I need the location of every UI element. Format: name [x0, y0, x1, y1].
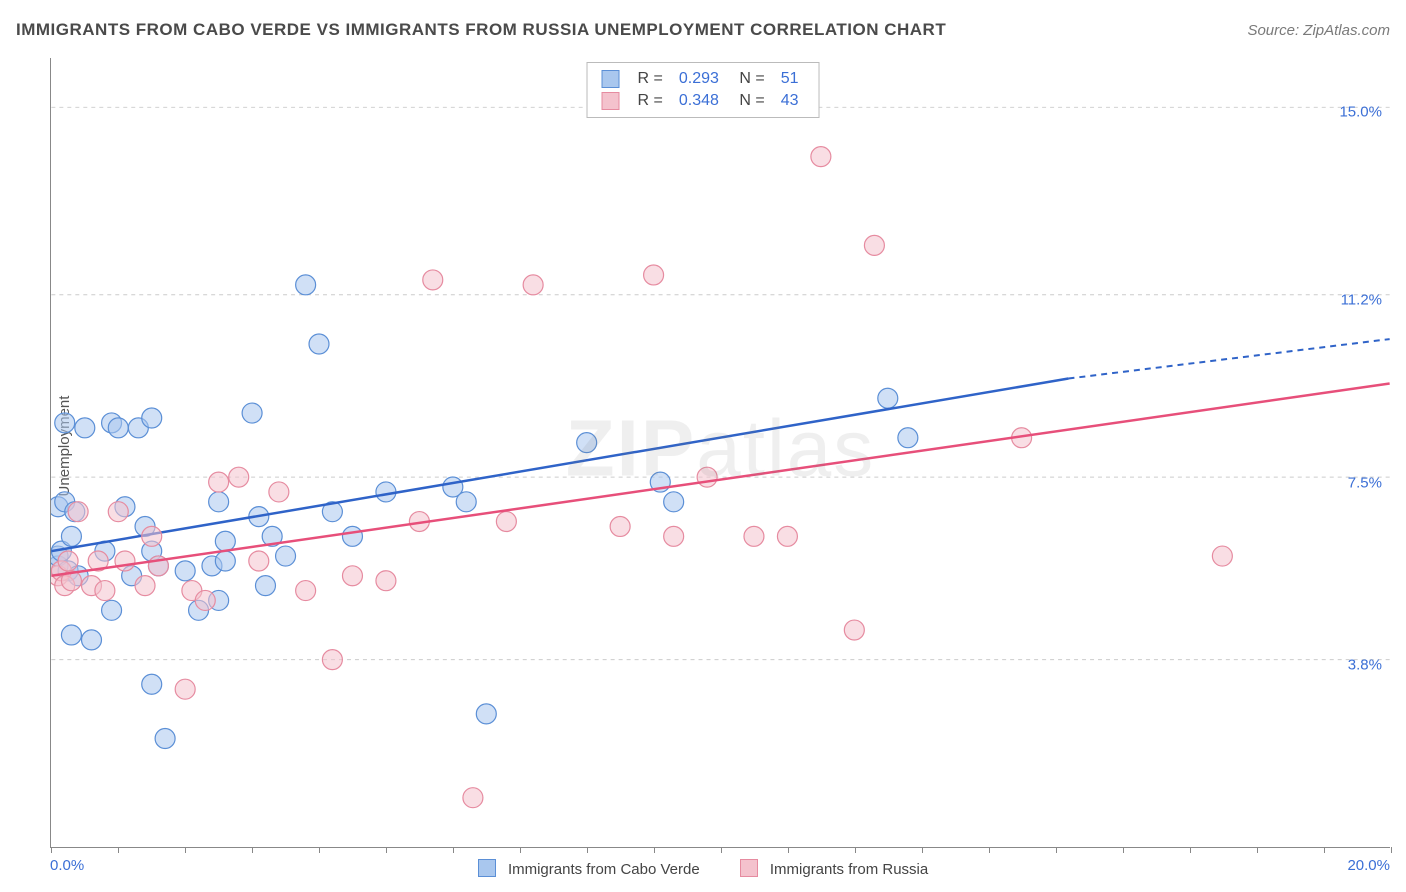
x-tick-mark: [118, 847, 119, 853]
stats-row-cabo-verde: R =0.293 N =51: [602, 68, 805, 90]
swatch-russia-icon: [602, 92, 620, 110]
scatter-plot-svg: [51, 58, 1390, 847]
series-legend: Immigrants from Cabo Verde Immigrants fr…: [0, 859, 1406, 878]
swatch-russia-icon: [740, 859, 758, 877]
x-tick-mark: [1190, 847, 1191, 853]
y-tick-label: 3.8%: [1348, 657, 1382, 674]
x-tick-mark: [319, 847, 320, 853]
x-tick-mark: [520, 847, 521, 853]
x-tick-mark: [922, 847, 923, 853]
x-tick-mark: [654, 847, 655, 853]
x-tick-mark: [788, 847, 789, 853]
y-tick-label: 15.0%: [1339, 104, 1382, 121]
x-tick-mark: [453, 847, 454, 853]
x-tick-mark: [989, 847, 990, 853]
y-tick-label: 7.5%: [1348, 474, 1382, 491]
x-tick-mark: [1257, 847, 1258, 853]
chart-plot-area: ZIPatlas 3.8%7.5%11.2%15.0%: [50, 58, 1390, 848]
x-tick-mark: [386, 847, 387, 853]
swatch-cabo-verde-icon: [478, 859, 496, 877]
x-tick-mark: [1324, 847, 1325, 853]
stats-row-russia: R =0.348 N =43: [602, 90, 805, 112]
x-tick-mark: [587, 847, 588, 853]
legend-item-russia: Immigrants from Russia: [740, 859, 929, 878]
stats-legend: R =0.293 N =51 R =0.348 N =43: [587, 62, 820, 118]
chart-title: IMMIGRANTS FROM CABO VERDE VS IMMIGRANTS…: [16, 20, 946, 40]
y-tick-label: 11.2%: [1341, 292, 1382, 309]
chart-source: Source: ZipAtlas.com: [1247, 22, 1390, 39]
x-tick-mark: [51, 847, 52, 853]
x-tick-mark: [185, 847, 186, 853]
x-tick-mark: [252, 847, 253, 853]
x-tick-mark: [1391, 847, 1392, 853]
x-tick-mark: [721, 847, 722, 853]
x-tick-mark: [1056, 847, 1057, 853]
x-tick-mark: [1123, 847, 1124, 853]
x-tick-mark: [855, 847, 856, 853]
legend-item-cabo-verde: Immigrants from Cabo Verde: [478, 859, 700, 878]
swatch-cabo-verde-icon: [602, 70, 620, 88]
